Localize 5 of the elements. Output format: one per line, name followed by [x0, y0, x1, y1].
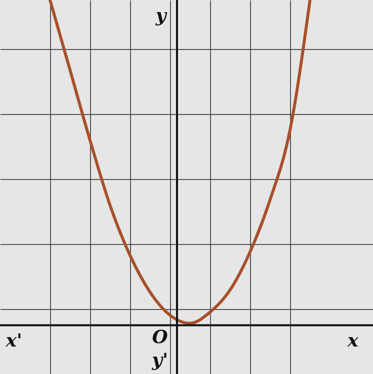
- text: O: [152, 327, 168, 348]
- y-axis-title: y: [154, 5, 168, 26]
- text: x': [4, 330, 22, 352]
- text: y': [151, 350, 168, 371]
- x-axis-title: x: [346, 330, 359, 352]
